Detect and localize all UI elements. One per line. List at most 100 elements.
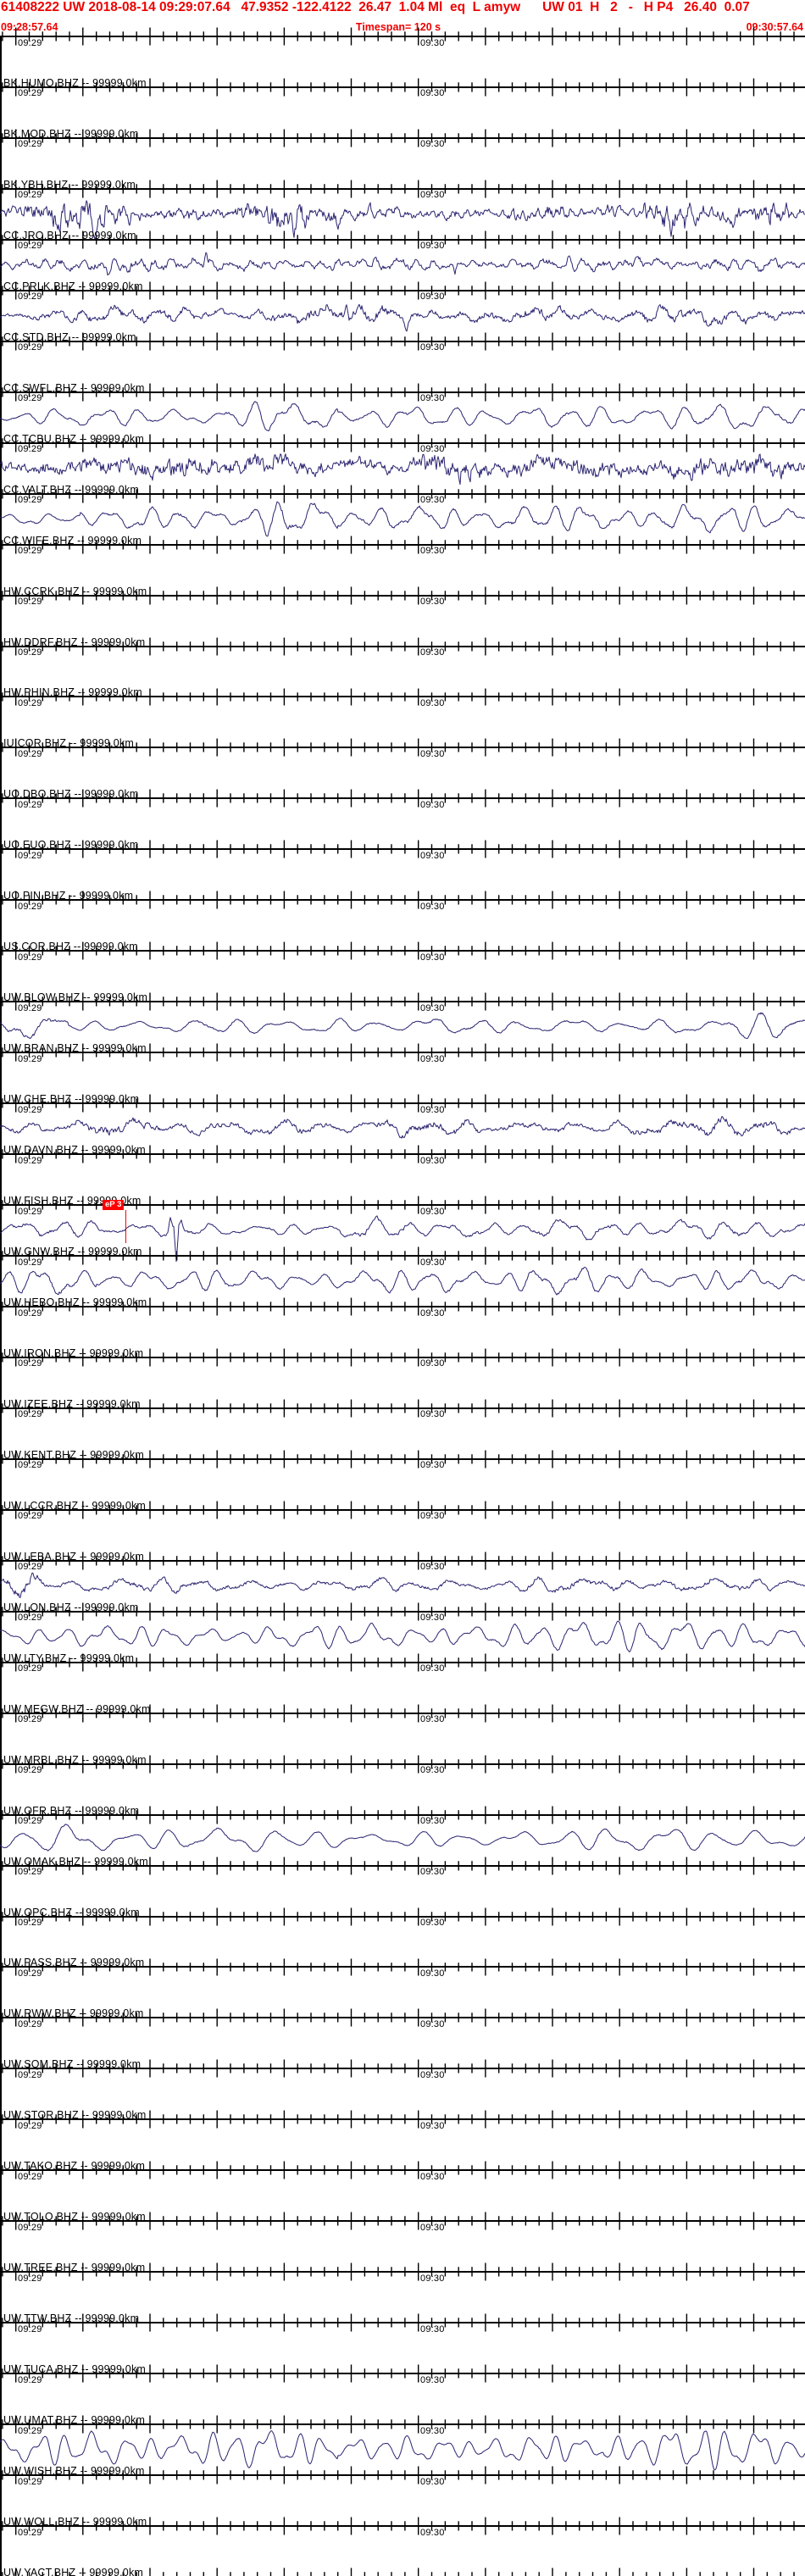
- trace-row[interactable]: 09:29 09:30 UW.TAKO.BHZ -- 99999.0km: [0, 2118, 805, 2172]
- row-divider-line: [0, 1661, 805, 1663]
- trace-row[interactable]: 09:29 09:30 UW.GNW.BHZ -- 99999.0km eP 3: [0, 1200, 805, 1263]
- trace-row[interactable]: 09:29 09:30 UW.CHE.BHZ -- 99999.0km: [0, 1052, 805, 1105]
- trace-row[interactable]: 09:29 09:30 UW.PASS.BHZ -- 99999.0km: [0, 1915, 805, 1969]
- trace-row[interactable]: 09:29 09:30 CC.VALT.BHZ -- 99999.0km: [0, 441, 805, 496]
- time-tick-marks: [2, 1052, 795, 1103]
- trace-row[interactable]: 09:29 09:30 US.COR.BHZ -- 99999.0km: [0, 899, 805, 952]
- time-tick-marks: [2, 240, 795, 290]
- trace-waveform-svg: [0, 1508, 805, 1560]
- time-tick-marks: [2, 798, 795, 849]
- trace-row[interactable]: 09:29 09:30 CC.STD.BHZ -- 99999.0km: [0, 289, 805, 343]
- trace-row[interactable]: 09:29 09:30 UW.STOR.BHZ -- 99999.0km: [0, 2068, 805, 2121]
- time-tick-marks: [2, 1815, 795, 1865]
- waveform-trace: [0, 501, 805, 536]
- station-label: UW.LTY.BHZ -- 99999.0km: [3, 1652, 135, 1664]
- row-divider-line: [0, 2525, 805, 2528]
- time-label-right: 09:30: [420, 2425, 445, 2436]
- trace-row[interactable]: 09:29 09:30 UO.PIN.BHZ -- 99999.0km: [0, 848, 805, 902]
- trace-row[interactable]: 09:29 09:30 CC.WIFE.BHZ -- 99999.0km: [0, 492, 805, 547]
- trace-row[interactable]: 09:29 09:30 CC.JRO.BHZ -- 99999.0km: [0, 187, 805, 242]
- trace-row[interactable]: 09:29 09:30 UW.TREE.BHZ -- 99999.0km: [0, 2220, 805, 2273]
- trace-row[interactable]: 09:29 09:30 HW.DDRF.BHZ -- 99999.0km: [0, 594, 805, 648]
- trace-row[interactable]: 09:29 09:30 UW.TUCA.BHZ -- 99999.0km: [0, 2322, 805, 2375]
- row-divider-line: [0, 492, 805, 495]
- trace-row[interactable]: 09:29 09:30 UW.FISH.BHZ -- 99999.0km: [0, 1153, 805, 1207]
- time-tick-marks: [2, 545, 795, 595]
- trace-row[interactable]: 09:29 09:30 UW.TOLO.BHZ -- 99999.0km: [0, 2169, 805, 2223]
- trace-row[interactable]: 09:29 09:30 UW.UMAT.BHZ -- 99999.0km: [0, 2373, 805, 2426]
- time-label-left: 09:29: [18, 2323, 42, 2334]
- station-label: UW.LCCR.BHZ -- 99999.0km: [3, 1499, 147, 1512]
- station-label: UW.YACT.BHZ -- 99999.0km: [3, 2566, 144, 2576]
- trace-waveform-svg: [0, 2271, 805, 2323]
- trace-row[interactable]: 09:29 09:30 BK.MOD.BHZ -- 99999.0km: [0, 86, 805, 140]
- trace-row[interactable]: 09:29 09:30 UO.DBO.BHZ -- 99999.0km: [0, 747, 805, 800]
- time-label-right: 09:30: [420, 1104, 445, 1115]
- time-label-left: 09:29: [18, 1562, 42, 1573]
- trace-row[interactable]: 09:29 09:30 UW.DAVN.BHZ -- 99999.0km: [0, 1102, 805, 1156]
- trace-row[interactable]: 09:29 09:30 BK.HUMO.BHZ -- 99999.0km: [0, 27, 805, 89]
- trace-row[interactable]: 09:29 09:30 BK.YBH.BHZ -- 99999.0km: [0, 136, 805, 191]
- trace-waveform-svg: [0, 1712, 805, 1763]
- trace-row[interactable]: 09:29 09:30 HW.CCRK.BHZ -- 99999.0km: [0, 543, 805, 597]
- waveform-trace: [0, 1116, 805, 1139]
- time-tick-marks: [2, 1002, 795, 1052]
- trace-row[interactable]: 09:29 09:30 UW.YACT.BHZ -- 99999.0km: [0, 2525, 805, 2576]
- trace-row[interactable]: 09:29 09:30 UW.RWW.BHZ -- 99999.0km: [0, 1966, 805, 2019]
- trace-row[interactable]: 09:29 09:30 IU.COR.BHZ -- 99999.0km: [0, 696, 805, 749]
- row-divider-line: [0, 2169, 805, 2172]
- row-divider-line: [0, 848, 805, 851]
- time-label-right: 09:30: [420, 291, 445, 303]
- trace-row[interactable]: 09:29 09:30 UW.MRBL.BHZ -- 99999.0km: [0, 1712, 805, 1766]
- trace-row[interactable]: 09:29 09:30 UW.OPC.BHZ -- 99999.0km: [0, 1864, 805, 1918]
- time-label-right: 09:30: [420, 1206, 445, 1217]
- time-label-left: 09:29: [18, 901, 42, 912]
- time-label-right: 09:30: [420, 799, 445, 810]
- time-tick-marks: [2, 1967, 795, 2018]
- time-label-right: 09:30: [420, 2476, 445, 2487]
- trace-row[interactable]: 09:29 09:30 UW.BLOW.BHZ -- 99999.0km: [0, 950, 805, 1003]
- waveform-trace: [0, 200, 805, 241]
- trace-row[interactable]: 09:29 09:30 UW.OMAK.BHZ -- 99999.0km: [0, 1813, 805, 1868]
- station-label: UW.GNW.BHZ -- 99999.0km: [3, 1246, 142, 1258]
- trace-row[interactable]: 09:29 09:30 UW.TTW.BHZ -- 99999.0km: [0, 2271, 805, 2324]
- trace-row[interactable]: 09:29 09:30 UW.LCCR.BHZ -- 99999.0km: [0, 1457, 805, 1512]
- station-label: CC.SWFL.BHZ -- 99999.0km: [3, 381, 145, 394]
- row-divider-line: [0, 441, 805, 444]
- time-label-right: 09:30: [420, 342, 445, 353]
- trace-row[interactable]: 09:29 09:30 UW.WOLL.BHZ -- 99999.0km: [0, 2474, 805, 2528]
- time-label-right: 09:30: [420, 748, 445, 759]
- trace-row[interactable]: 09:29 09:30 UW.WISH.BHZ -- 99999.0km: [0, 2423, 805, 2477]
- time-tick-marks: [2, 1612, 795, 1662]
- time-tick-marks: [2, 392, 795, 442]
- trace-row[interactable]: 09:29 09:30 HW.PHIN.BHZ -- 99999.0km: [0, 645, 805, 698]
- trace-waveform-svg: [0, 2169, 805, 2221]
- station-label: UW.PASS.BHZ -- 99999.0km: [3, 1957, 145, 1969]
- trace-row[interactable]: 09:29 09:30 UW.LEBA.BHZ -- 99999.0km: [0, 1508, 805, 1563]
- trace-row[interactable]: 09:29 09:30 UW.MEGW.BHZ -- 99999.0km: [0, 1661, 805, 1715]
- phase-pick-flag[interactable]: eP 3: [103, 1200, 125, 1211]
- trace-row[interactable]: 09:29 09:30 CC.PRLK.BHZ -- 99999.0km: [0, 238, 805, 292]
- trace-row[interactable]: 09:29 09:30 UW.HEBO.BHZ -- 99999.0km: [0, 1255, 805, 1308]
- trace-waveform-svg: [0, 1255, 805, 1307]
- time-label-right: 09:30: [420, 1714, 445, 1725]
- trace-row[interactable]: 09:29 09:30 UW.BRAN.BHZ -- 99999.0km: [0, 1001, 805, 1054]
- trace-row[interactable]: 09:29 09:30 UW.IRON.BHZ -- 99999.0km: [0, 1306, 805, 1359]
- trace-row[interactable]: 09:29 09:30 UW.SQM.BHZ -- 99999.0km: [0, 2017, 805, 2070]
- trace-row[interactable]: 09:29 09:30 UW.LTY.BHZ -- 99999.0km: [0, 1610, 805, 1664]
- trace-row[interactable]: 09:29 09:30 UW.LON.BHZ -- 99999.0km: [0, 1559, 805, 1613]
- trace-row[interactable]: 09:29 09:30 UO.EUO.BHZ -- 99999.0km: [0, 797, 805, 851]
- trace-row[interactable]: 09:29 09:30 UW.OFR.BHZ -- 99999.0km: [0, 1763, 805, 1817]
- station-label: BK.MOD.BHZ -- 99999.0km: [3, 127, 139, 140]
- trace-waveform-svg: [0, 2525, 805, 2576]
- trace-row[interactable]: 09:29 09:30 CC.SWFL.BHZ -- 99999.0km: [0, 340, 805, 394]
- station-label: UW.OFR.BHZ -- 99999.0km: [3, 1804, 140, 1817]
- trace-waveform-svg: [0, 340, 805, 391]
- trace-row[interactable]: 09:29 09:30 UW.IZEE.BHZ -- 99999.0km: [0, 1356, 805, 1410]
- trace-waveform-svg: [0, 2322, 805, 2373]
- trace-row[interactable]: 09:29 09:30 UW.KENT.BHZ -- 99999.0km: [0, 1407, 805, 1461]
- time-label-right: 09:30: [420, 190, 445, 201]
- time-tick-marks: [2, 1663, 795, 1713]
- trace-row[interactable]: 09:29 09:30 CC.TCBU.BHZ -- 99999.0km: [0, 391, 805, 445]
- time-label-right: 09:30: [420, 1663, 445, 1674]
